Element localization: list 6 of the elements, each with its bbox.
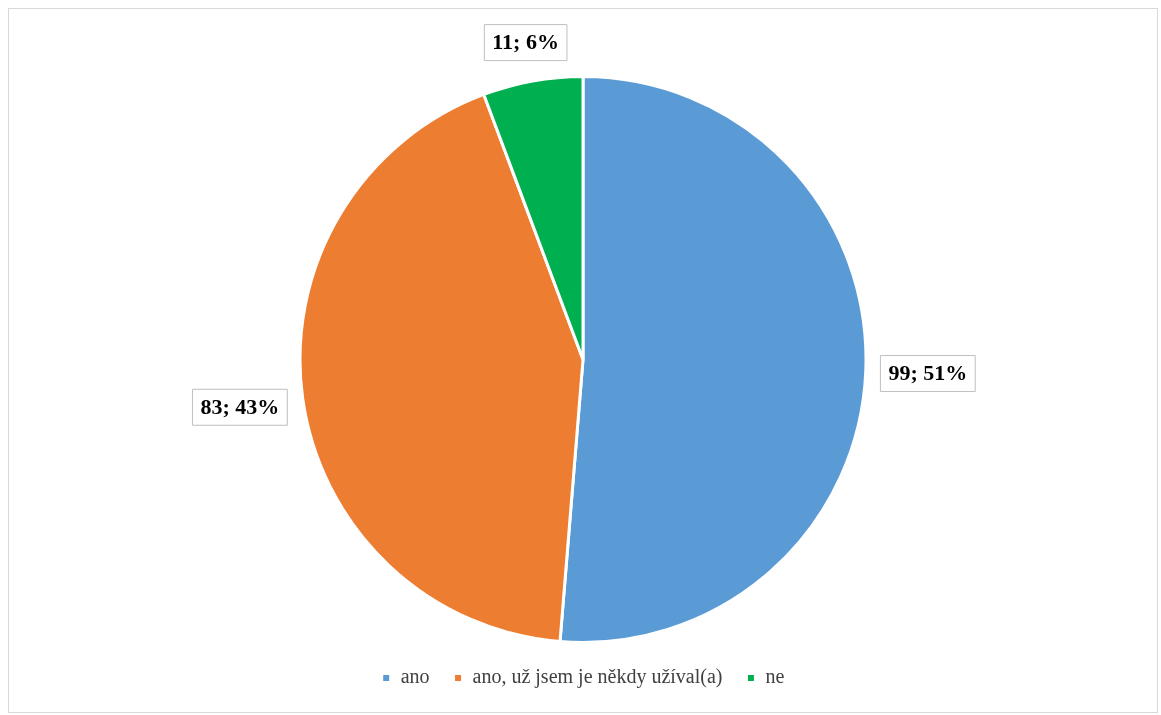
legend-label: ano xyxy=(400,665,430,688)
legend-label: ne xyxy=(765,665,785,688)
data-label: 11; 6% xyxy=(492,29,559,55)
legend-label: ano, už jsem je někdy užíval(a) xyxy=(472,665,723,689)
data-label: 99; 51% xyxy=(888,360,968,386)
data-label: 83; 43% xyxy=(200,393,280,419)
